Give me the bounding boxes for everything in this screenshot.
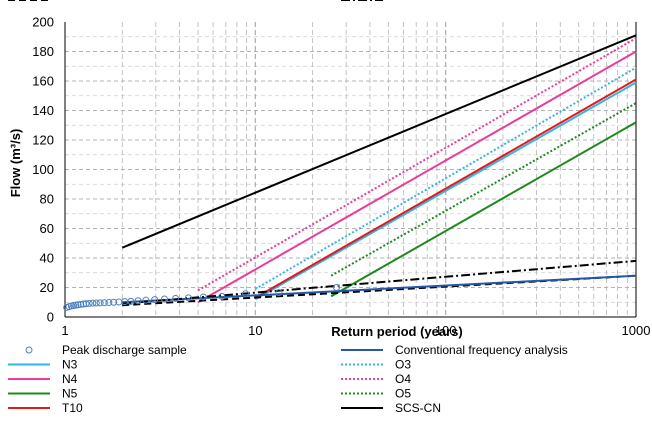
series-line-conventional-frequency-analysis	[122, 274, 637, 304]
data-point-peak-discharge-sample	[184, 294, 192, 302]
legend-label-conventional-frequency-analysis: Conventional frequency analysis	[395, 343, 568, 357]
x-axis-title: Return period (years)	[331, 324, 462, 339]
data-point-peak-discharge-sample	[89, 299, 97, 307]
legend-label-scs-nat: SCS-Nat	[62, 0, 110, 3]
legend-label-peak-discharge-sample: Peak discharge sample	[62, 343, 187, 357]
data-point-peak-discharge-sample	[100, 299, 108, 307]
y-tick-label: 20	[40, 280, 54, 295]
y-tick-label: 120	[32, 133, 54, 148]
data-point-peak-discharge-sample	[77, 300, 85, 308]
legend-label-scs-cn: SCS-CN	[395, 401, 441, 415]
grid	[65, 22, 636, 317]
series-line-n3	[254, 81, 637, 301]
data-point-peak-discharge-sample	[92, 299, 100, 307]
series-line-o3	[254, 66, 637, 290]
series-line-n4	[197, 50, 637, 304]
y-tick-label: 160	[32, 74, 54, 89]
data-point-peak-discharge-sample	[218, 292, 226, 300]
series-line-scs-nat	[122, 274, 637, 307]
legend-label-o4: O4	[395, 372, 411, 386]
series-line-o4	[197, 37, 637, 292]
y-tick-label: 60	[40, 221, 54, 236]
data-point-peak-discharge-sample	[85, 299, 93, 307]
data-point-peak-discharge-sample	[134, 297, 142, 305]
series-line-n5	[330, 121, 637, 298]
x-tick-labels: 1 10 100 1000	[61, 323, 650, 338]
legend-label-n5: N5	[62, 387, 78, 401]
x-tick-label: 1000	[622, 323, 651, 338]
y-tick-label: 200	[32, 15, 54, 30]
y-tick-label: 140	[32, 103, 54, 118]
series-line-o5	[330, 102, 637, 277]
y-tick-label: 100	[32, 162, 54, 177]
data-point-peak-discharge-sample	[199, 293, 207, 301]
y-tick-label: 0	[47, 310, 54, 325]
data-point-peak-discharge-sample	[82, 300, 90, 308]
legend-label-o5: O5	[395, 387, 411, 401]
data-point-peak-discharge-sample	[151, 296, 159, 304]
data-point-peak-discharge-sample	[105, 299, 113, 307]
legend-label-n4: N4	[62, 372, 78, 386]
data-point-peak-discharge-sample	[127, 297, 135, 305]
legend-label-n3: N3	[62, 358, 78, 372]
legend-label-t10: T10	[62, 401, 83, 415]
data-point-peak-discharge-sample	[172, 294, 180, 302]
x-tick-label: 10	[248, 323, 262, 338]
data-point-peak-discharge-sample	[160, 295, 168, 303]
series-markers	[63, 284, 341, 311]
y-tick-label: 40	[40, 251, 54, 266]
axes	[64, 22, 637, 318]
data-point-peak-discharge-sample	[333, 284, 341, 291]
x-tick-label: 1	[61, 323, 68, 338]
y-tick-label: 80	[40, 192, 54, 207]
y-tick-label: 180	[32, 44, 54, 59]
data-point-peak-discharge-sample	[275, 289, 283, 297]
x-tick-label: 100	[435, 323, 457, 338]
y-tick-labels: 0 20 40 60 80 100 120 140 160 180 200	[32, 15, 54, 325]
data-point-peak-discharge-sample	[242, 290, 250, 298]
data-point-peak-discharge-sample	[142, 296, 150, 304]
legend-marker-peak-discharge-sample	[25, 346, 33, 354]
series-lines	[121, 34, 637, 307]
y-axis-title: Flow (m³/s)	[8, 129, 23, 198]
legend-label-o3: O3	[395, 358, 411, 372]
data-point-peak-discharge-sample	[96, 299, 104, 307]
series-line-t10	[254, 78, 637, 299]
data-point-peak-discharge-sample	[110, 298, 118, 306]
series-line-scs-cn	[121, 34, 637, 249]
series-line-scs-ord	[122, 259, 637, 305]
legend-label-scs-ord: SCS-Ord	[395, 0, 444, 3]
